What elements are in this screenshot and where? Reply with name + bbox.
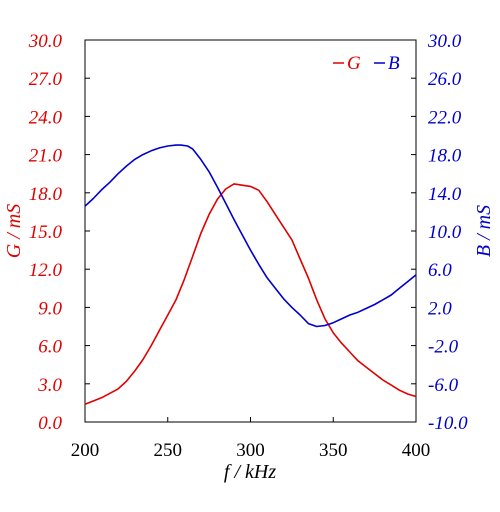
x-tick-label: 300 — [236, 440, 265, 461]
y-right-tick-label: 14.0 — [428, 184, 462, 205]
tick-labels: 200 250 300 350 400 0.0 3.0 6.0 9.0 12.0 15.0 18.0 2… — [28, 31, 468, 461]
y-left-tick-label: 15.0 — [29, 222, 63, 243]
legend-label-g: G — [347, 53, 361, 74]
series-lines — [84, 144, 417, 405]
y-right-tick-label: -2.0 — [428, 337, 459, 358]
y-left-tick-label: 6.0 — [38, 337, 62, 358]
plot-frame — [84, 39, 417, 423]
series-line-g — [84, 183, 417, 405]
y-right-tick-label: 30.0 — [427, 31, 462, 52]
x-tick-label: 250 — [154, 440, 183, 461]
y-left-tick-label: 30.0 — [28, 31, 63, 52]
y-right-tick-label: 2.0 — [428, 298, 452, 319]
legend-label-b: B — [388, 53, 400, 74]
y-right-tick-label: 26.0 — [428, 69, 462, 90]
y-right-axis-label: B / mS — [473, 205, 495, 257]
y-left-tick-label: 24.0 — [29, 107, 63, 128]
y-left-tick-label: 3.0 — [37, 375, 62, 396]
x-tick-label: 400 — [402, 440, 431, 461]
y-left-tick-label: 9.0 — [38, 298, 62, 319]
y-right-tick-label: -6.0 — [428, 375, 459, 396]
y-left-tick-label: 18.0 — [29, 184, 63, 205]
x-tick-label: 350 — [319, 440, 348, 461]
series-line-b — [84, 144, 417, 328]
x-tick-label: 200 — [71, 440, 100, 461]
y-right-tick-label: 10.0 — [428, 222, 462, 243]
y-left-tick-label: 0.0 — [38, 413, 62, 434]
y-right-tick-label: 22.0 — [428, 107, 462, 128]
y-left-tick-label: 12.0 — [29, 260, 63, 281]
y-right-tick-label: 6.0 — [428, 260, 452, 281]
y-left-tick-label: 21.0 — [29, 146, 63, 167]
legend: G B — [333, 53, 400, 74]
y-right-tick-label: -10.0 — [428, 413, 468, 434]
ticks — [84, 39, 417, 423]
x-axis-label: f / kHz — [224, 461, 276, 483]
y-left-axis-label: G / mS — [3, 204, 25, 258]
y-left-tick-label: 27.0 — [29, 69, 63, 90]
y-right-tick-label: 18.0 — [428, 146, 462, 167]
